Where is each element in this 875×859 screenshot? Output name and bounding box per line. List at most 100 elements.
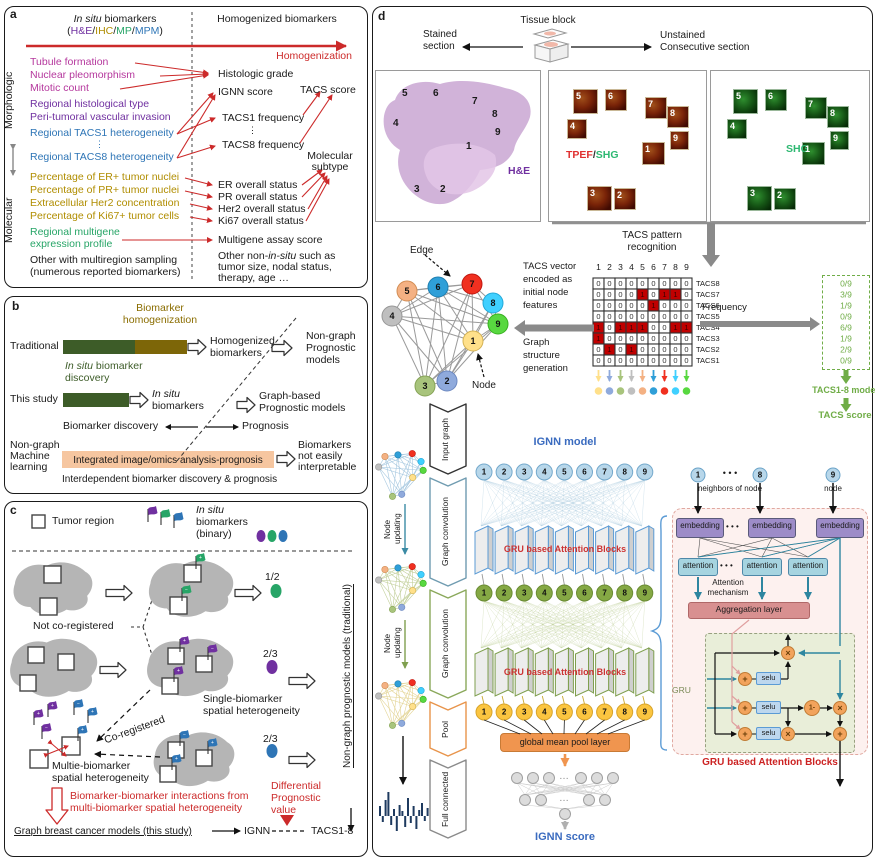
- nongraph-ml-2: Machine: [10, 450, 50, 462]
- shg-tile-number-7: 7: [808, 99, 814, 109]
- homogenized-title: Homogenized biomarkers: [217, 13, 337, 25]
- he-region-number-8: 8: [492, 109, 498, 120]
- out-tacs8-freq: TACS8 frequency: [222, 139, 305, 151]
- chevron-graph-conv-2: Graph convolution: [440, 609, 450, 679]
- shg-label: SHG: [786, 143, 809, 155]
- shg-tile-number-9: 9: [833, 133, 839, 143]
- insitu-binary-1: In situ: [196, 504, 225, 516]
- tpef-tile-7: [645, 97, 667, 119]
- ratio-1: 1/2: [265, 571, 280, 583]
- shg-tile-9: [830, 131, 849, 150]
- nongraph-prog-1: Non-graph: [306, 330, 356, 342]
- he-region-number-5: 5: [402, 88, 408, 99]
- stained-label-2: section: [423, 41, 455, 52]
- tacs-vector-label-3: initial node: [523, 287, 569, 298]
- he-region-number-4: 4: [393, 118, 399, 129]
- homogenized-bio-1: Homogenized: [210, 335, 275, 347]
- tpef-tile-number-6: 6: [608, 91, 614, 101]
- stained-label-1: Stained: [423, 29, 457, 40]
- traditional-label: Traditional: [10, 340, 59, 352]
- item-tacs1-het: Regional TACS1 heterogeneity: [30, 127, 174, 139]
- out-other-1: Other non-in-situ such as: [218, 250, 336, 262]
- tpef-tile-9: [670, 131, 689, 150]
- tpef-tile-3: [587, 186, 612, 211]
- tpef-tile-1: [642, 142, 665, 165]
- embedding-label-1: embedding: [752, 521, 792, 530]
- tpef-shg-label: TPEF/SHG: [566, 149, 619, 161]
- bar-traditional-green: [63, 340, 135, 354]
- biomarker-homog-1: Biomarker: [136, 302, 184, 314]
- panel-d-tag: d: [378, 9, 386, 23]
- tpef-tile-2: [614, 188, 636, 210]
- item-pr: Percentage of PR+ tumor nuclei: [30, 184, 180, 196]
- shg-tile-number-2: 2: [777, 190, 783, 200]
- tpef-tile-number-3: 3: [590, 188, 596, 198]
- item-tacs8-het: Regional TACS8 heterogeneity: [30, 151, 174, 163]
- nongraph-ml-3: learning: [10, 461, 48, 473]
- ratio-3: 2/3: [263, 733, 278, 745]
- node-updating-2b: updating: [393, 627, 402, 659]
- tumor-region-label: Tumor region: [52, 515, 115, 527]
- shg-tile-number-6: 6: [768, 91, 774, 101]
- tpef-tile-number-7: 7: [648, 99, 654, 109]
- node-label: Node: [472, 380, 496, 391]
- tacs-pattern-label-2: recognition: [627, 242, 677, 253]
- node-label-2: node: [824, 484, 842, 493]
- graph-structure-label-1: Graph: [523, 337, 550, 348]
- insitu-discovery-1: In situ biomarker: [65, 360, 143, 372]
- item-regional-hist: Regional histological type: [30, 98, 150, 110]
- gru-label: GRU: [672, 685, 691, 695]
- differential-1: Differential: [271, 780, 321, 792]
- chevron-full-connected: Full connected: [440, 771, 450, 827]
- shg-tile-6: [765, 89, 787, 111]
- nongraph-prog-2: Prognostic: [306, 342, 356, 354]
- out-ki67: Ki67 overall status: [218, 215, 304, 227]
- item-mitotic: Mitotic count: [30, 82, 89, 94]
- molecular-subtype-2: subtype: [311, 161, 349, 173]
- ratio-2: 2/3: [263, 648, 278, 660]
- selu-box-0: [756, 672, 781, 685]
- bar-traditional-olive: [135, 340, 187, 354]
- insitu-binary-2: biomarkers: [196, 516, 248, 528]
- gru-blocks-text-1: GRU based Attention Blocks: [503, 544, 627, 554]
- graph-structure-label-2: structure: [523, 350, 560, 361]
- tpef-tile-6: [605, 89, 627, 111]
- item-multigene-2: expression profile: [30, 238, 113, 250]
- tacs-vector-label-2: encoded as: [523, 274, 573, 285]
- biomarkers-ni-2: not easily: [298, 450, 343, 462]
- unstained-label-1: Unstained: [660, 30, 706, 41]
- embedding-dots: • • •: [726, 522, 739, 531]
- biomarkers-ni-1: Biomarkers: [298, 439, 352, 451]
- out-other-3: therapy, age …: [218, 272, 290, 284]
- edge-label: Edge: [410, 245, 434, 256]
- freq-dots: ⋮: [248, 125, 257, 135]
- out-histologic: Histologic grade: [218, 68, 294, 80]
- graph-models-label: Graph breast cancer models (this study): [14, 826, 192, 837]
- shg-tile-number-8: 8: [830, 108, 836, 118]
- insitu-binary-3: (binary): [196, 528, 232, 540]
- attention-mechanism-2: mechanism: [707, 588, 749, 597]
- panel-a-tag: a: [10, 7, 17, 21]
- ignn-model-label: IGNN model: [533, 436, 597, 448]
- shg-tile-1: [802, 142, 825, 165]
- out-other-2: tumor size, nodal status,: [218, 261, 332, 273]
- tpef-tile-number-8: 8: [670, 108, 676, 118]
- out-tacs-score: TACS score: [300, 84, 356, 96]
- morphologic-axis-label: Morphologic: [3, 71, 15, 129]
- tpef-tile-4: [567, 119, 587, 139]
- tpef-tile-number-5: 5: [576, 91, 582, 101]
- insitu-bio-1: In situ: [152, 388, 181, 400]
- out-multigene: Multigene assay score: [218, 234, 323, 246]
- node-updating-1b: updating: [393, 513, 402, 545]
- graph-structure-label-3: generation: [523, 363, 568, 374]
- shg-tile-5: [733, 89, 758, 114]
- shg-tile-number-5: 5: [736, 91, 742, 101]
- unstained-label-2: Consecutive section: [660, 42, 750, 53]
- out-pr: PR overall status: [218, 191, 298, 203]
- item-peritumoral: Peri-tumoral vascular invasion: [30, 111, 171, 123]
- neighbors-label: neighbors of node: [697, 484, 763, 493]
- embedding-label-0: embedding: [680, 521, 720, 530]
- tacs-vector-label-4: features: [523, 300, 558, 311]
- tacs-pattern-label-1: TACS pattern: [622, 230, 682, 241]
